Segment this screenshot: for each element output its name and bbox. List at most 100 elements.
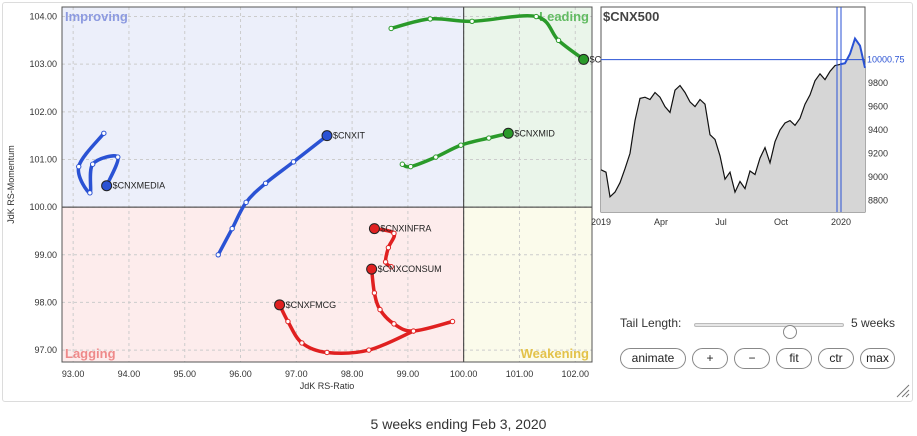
x-tick-label: 100.00 — [450, 369, 478, 379]
head-point-cnxfmcg — [274, 299, 286, 311]
mini-y-tick-label: 9600 — [868, 102, 888, 112]
x-tick-label: 95.00 — [173, 369, 196, 379]
y-tick-label: 104.00 — [29, 12, 57, 22]
head-point-cnxit — [321, 130, 333, 142]
y-tick-label: 103.00 — [29, 59, 57, 69]
x-tick-label: 101.00 — [506, 369, 534, 379]
rrg-chart: Improving Leading Lagging Weakening 93.00 94.… — [6, 6, 643, 391]
series-cnxfmcg: $CNXFMCG — [274, 299, 417, 356]
tail-length-slider[interactable] — [694, 323, 844, 339]
tail-point-cnxit-0 — [215, 252, 221, 258]
tail-point-cnxconsum-4 — [371, 290, 378, 296]
tail-point-cnxinfra-1 — [382, 259, 389, 265]
tail-point-cnxit-3 — [262, 180, 269, 187]
tail-point-cnxfmcg-1 — [366, 347, 372, 353]
quadrant-leading — [463, 7, 592, 208]
tail-point-cnxconsum-0 — [449, 318, 456, 325]
tail-point-cnxmetal-4 — [555, 37, 562, 44]
mini-y-tick-label: 9400 — [868, 125, 888, 135]
mini-chart-title: $CNX500 — [603, 9, 659, 24]
quadrant-label-lagging: Lagging — [65, 346, 116, 361]
mini-x-tick-label: Jul — [715, 217, 727, 227]
quadrant-label-leading: Leading — [539, 9, 589, 24]
tail-point-cnxconsum-2 — [391, 321, 397, 327]
series-label-cnxconsum: $CNXCONSUM — [378, 264, 442, 274]
mini-x-tick-label: 2020 — [831, 217, 851, 227]
tail-point-cnxmedia-0 — [101, 130, 107, 136]
y-tick-label: 98.00 — [34, 297, 57, 307]
head-point-cnxconsum — [366, 263, 378, 275]
x-tick-label: 96.00 — [229, 369, 252, 379]
mini-y-tick-label: 9800 — [868, 78, 888, 88]
fit-button[interactable]: fit — [776, 348, 812, 369]
tail-point-cnxmedia-3 — [89, 161, 96, 167]
tail-point-cnxfmcg-4 — [285, 318, 291, 325]
tail-point-cnxit-4 — [290, 159, 297, 165]
head-point-cnxmedia — [101, 180, 113, 192]
benchmark-mini-chart: $CNX500 8800 9000 9200 9400 9600 9800 10000.75 2… — [591, 6, 905, 227]
tail-point-cnxmedia-4 — [115, 154, 121, 160]
x-tick-label: 99.00 — [397, 369, 420, 379]
series-cnxmedia: $CNXMEDIA — [76, 130, 166, 196]
tail-point-cnxinfra-0 — [388, 263, 394, 270]
y-tick-label: 97.00 — [34, 345, 57, 355]
button-row: animate + − fit ctr max — [620, 348, 910, 370]
tail-point-cnxmid-2 — [433, 154, 439, 160]
chart-caption: 5 weeks ending Feb 3, 2020 — [370, 416, 547, 432]
tail-point-cnxmetal-2 — [469, 18, 475, 24]
quadrant-improving — [62, 7, 464, 208]
mini-y-tick-label: 8800 — [868, 195, 888, 205]
tail-point-cnxit-2 — [243, 199, 249, 206]
x-tick-label: 98.00 — [341, 369, 364, 379]
tail-point-cnxmedia-1 — [76, 163, 82, 170]
series-label-cnxit: $CNXIT — [333, 131, 366, 141]
series-label-cnxmedia: $CNXMEDIA — [113, 181, 166, 191]
x-tick-label: 93.00 — [62, 369, 85, 379]
series-cnxmid: $CNXMID — [399, 127, 555, 170]
x-tick-label: 97.00 — [285, 369, 308, 379]
y-tick-label: 100.00 — [29, 202, 57, 212]
resize-handle-icon[interactable] — [896, 384, 910, 398]
mini-price-line — [600, 63, 841, 199]
mini-last-value-label: 10000.75 — [867, 55, 905, 65]
y-tick-label: 102.00 — [29, 107, 57, 117]
tail-point-cnxmid-3 — [458, 142, 464, 148]
tail-length-row: Tail Length: 5 weeks — [620, 316, 910, 339]
tail-point-cnxmetal-1 — [427, 16, 433, 22]
rrg-controls: Tail Length: 5 weeks animate + − fit ctr… — [620, 316, 910, 376]
series-label-cnxfmcg: $CNXFMCG — [286, 300, 337, 310]
mini-x-tick-label: Oct — [774, 217, 789, 227]
head-point-cnxinfra — [368, 223, 380, 235]
zoom-in-button[interactable]: + — [692, 348, 728, 369]
head-point-cnxmetal — [578, 53, 590, 65]
max-button[interactable]: max — [860, 348, 895, 369]
series-cnxinfra: $CNXINFRA — [368, 223, 431, 270]
tail-length-slider-knob[interactable] — [783, 325, 797, 339]
tail-point-cnxmetal-0 — [388, 25, 394, 32]
tail-point-cnxmid-0 — [399, 161, 406, 167]
y-axis-label: JdK RS-Momentum — [6, 145, 16, 224]
animate-button[interactable]: animate — [620, 348, 686, 369]
mini-area-fill — [601, 38, 865, 212]
x-tick-label: 94.00 — [118, 369, 141, 379]
series-label-cnxinfra: $CNXINFRA — [380, 224, 431, 234]
zoom-out-button[interactable]: − — [734, 348, 770, 369]
mini-x-tick-label: 2019 — [591, 217, 611, 227]
tail-point-cnxinfra-2 — [385, 244, 392, 251]
tail-point-cnxmid-1 — [407, 163, 414, 170]
mini-price-line-recent — [839, 36, 866, 69]
series-cnxit: $CNXIT — [215, 130, 366, 258]
tail-point-cnxinfra-3 — [391, 230, 397, 237]
y-tick-label: 101.00 — [29, 154, 57, 164]
tail-length-value: 5 weeks — [851, 316, 896, 330]
x-axis-label: JdK RS-Ratio — [300, 381, 355, 391]
tail-point-cnxmid-4 — [486, 135, 492, 141]
tail-length-label: Tail Length: — [620, 316, 682, 330]
mini-x-tick-label: Apr — [654, 217, 668, 227]
head-point-cnxmid — [502, 127, 514, 139]
mini-y-tick-label: 9200 — [868, 148, 888, 158]
tail-point-cnxfmcg-3 — [299, 340, 305, 346]
plot-border — [61, 6, 593, 363]
center-button[interactable]: ctr — [818, 348, 854, 369]
tail-point-cnxmedia-2 — [87, 190, 93, 196]
